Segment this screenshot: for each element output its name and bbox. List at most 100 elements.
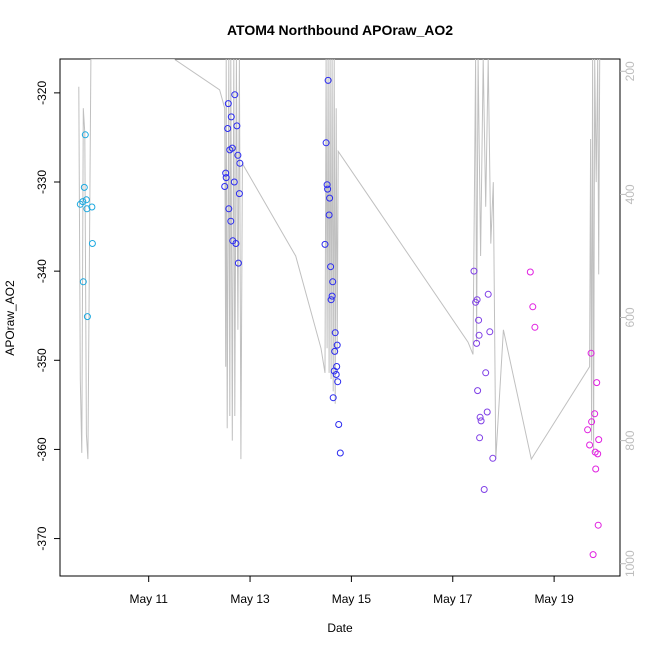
data-point [323, 181, 331, 189]
data-point [222, 169, 230, 177]
data-point [489, 454, 497, 462]
data-point [470, 267, 478, 275]
data-point [234, 259, 242, 267]
data-point [332, 371, 340, 378]
data-point [88, 203, 96, 211]
data-point [486, 328, 494, 336]
data-point [333, 363, 341, 370]
data-point [88, 240, 96, 247]
chart-title: ATOM4 Northbound APOraw_AO2 [227, 22, 453, 38]
data-point [529, 303, 537, 311]
data-point [82, 196, 90, 204]
data-point [225, 205, 233, 213]
data-point [476, 434, 484, 442]
data-point [584, 426, 592, 434]
y-axis-label: APOraw_AO2 [3, 280, 17, 356]
x-tick-label: May 17 [433, 592, 473, 606]
data-point [594, 450, 602, 458]
data-point [222, 174, 230, 182]
data-point [232, 240, 240, 247]
data-point [79, 198, 87, 206]
data-point [329, 394, 337, 402]
data-point [526, 268, 534, 276]
data-point [476, 413, 484, 421]
data-point [80, 183, 88, 191]
data-point [588, 418, 596, 426]
y2-tick-label: 800 [623, 430, 637, 450]
data-point [336, 449, 344, 457]
x-tick-label: May 13 [230, 592, 270, 606]
y-tick-label: -360 [35, 437, 49, 461]
data-point [331, 329, 339, 337]
data-point [474, 387, 482, 395]
data-point [594, 521, 602, 529]
data-point [595, 436, 603, 444]
data-point [589, 551, 597, 559]
data-point [326, 194, 334, 202]
data-point [477, 417, 485, 425]
y-axis-left: -320 -330 -340 -350 -360 -370 [35, 81, 60, 551]
y-tick-label: -330 [35, 170, 49, 194]
data-point [327, 296, 335, 304]
data-point [327, 263, 335, 271]
x-tick-label: May 11 [129, 592, 168, 606]
y-tick-label: -370 [35, 526, 49, 550]
data-point [480, 486, 488, 493]
points-layer [76, 76, 603, 559]
y-tick-label: -340 [35, 259, 49, 283]
data-point [234, 151, 242, 159]
y2-tick-label: 600 [623, 307, 637, 327]
data-point [586, 441, 594, 449]
data-point [324, 185, 332, 193]
y-axis-right: 200 400 600 800 1000 [620, 61, 637, 577]
data-point [531, 323, 539, 331]
data-point [236, 159, 244, 167]
data-point [587, 349, 595, 357]
x-axis-label: Date [327, 621, 353, 635]
data-point [325, 211, 333, 219]
data-point [591, 410, 599, 418]
data-point [81, 131, 89, 139]
data-point [79, 278, 87, 286]
y-tick-label: -320 [35, 81, 49, 105]
data-point [228, 144, 236, 152]
data-point [335, 421, 343, 428]
y2-tick-label: 400 [623, 184, 637, 204]
y2-tick-label: 200 [623, 61, 637, 81]
data-point [473, 339, 481, 347]
data-point [227, 113, 235, 121]
data-point [329, 278, 337, 286]
plot-frame [59, 58, 621, 577]
data-point [593, 379, 601, 387]
data-point [321, 240, 329, 248]
x-axis: May 11 May 13 May 15 May 17 May 19 [129, 576, 574, 606]
data-point [592, 465, 600, 473]
data-point [334, 378, 342, 386]
data-point [324, 76, 332, 84]
data-point [224, 125, 232, 132]
data-point [475, 316, 483, 324]
data-point [233, 122, 241, 130]
data-point [322, 139, 330, 147]
data-point [83, 313, 91, 321]
data-point [227, 217, 235, 225]
data-point [231, 91, 239, 99]
data-point [328, 292, 336, 300]
data-point [475, 331, 483, 339]
data-point [482, 369, 490, 377]
y2-tick-label: 1000 [623, 550, 637, 577]
data-point [230, 178, 238, 186]
x-tick-label: May 19 [534, 592, 574, 606]
x-tick-label: May 15 [332, 592, 372, 606]
y-tick-label: -350 [35, 348, 49, 372]
detector-line [78, 59, 601, 461]
data-point [483, 408, 491, 416]
data-point [235, 190, 243, 198]
data-point [484, 290, 492, 298]
data-point [473, 296, 481, 304]
data-point [224, 100, 232, 108]
line-series-layer [78, 59, 601, 461]
data-point [333, 341, 341, 349]
data-point [331, 347, 339, 355]
